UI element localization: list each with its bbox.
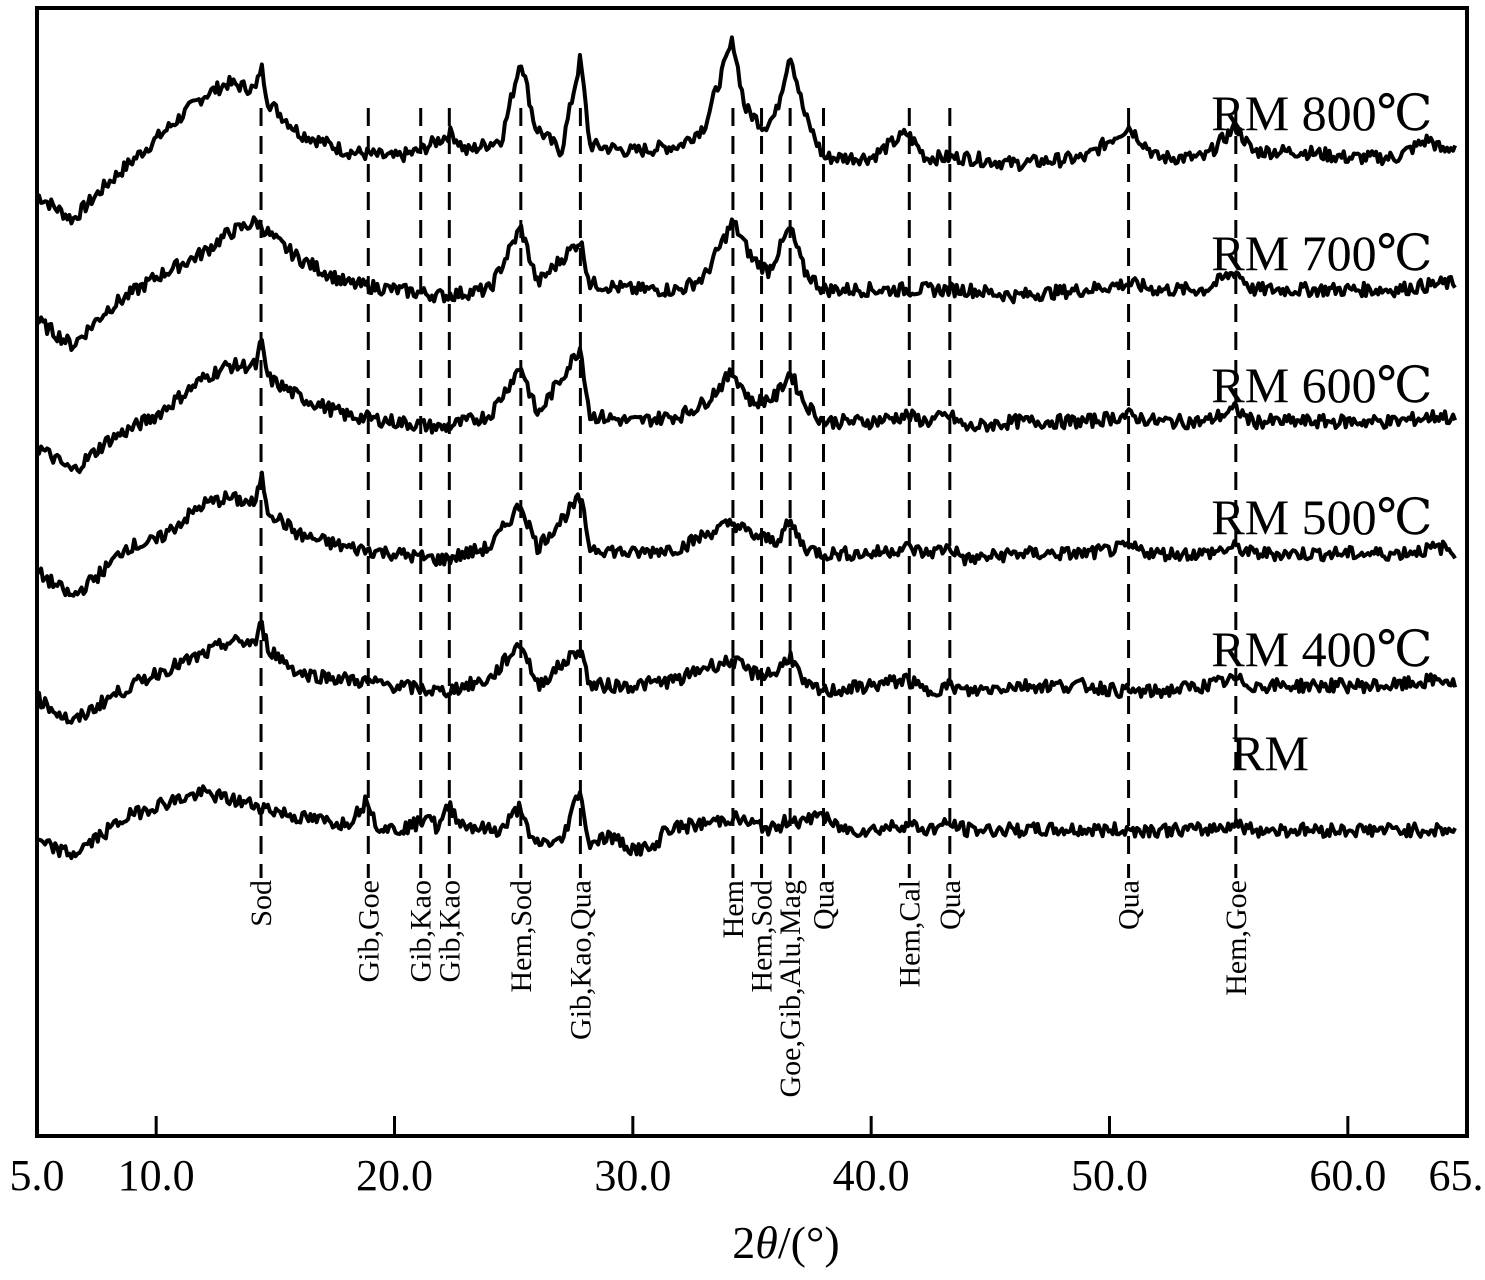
peak-marker-label: Goe,Gib,Alu,Mag	[774, 880, 807, 1097]
x-tick-label: 30.0	[594, 1151, 671, 1200]
series-label: RM 500℃	[1211, 489, 1432, 545]
x-tick-label: 50.0	[1071, 1151, 1148, 1200]
x-tick-label: 40.0	[833, 1151, 910, 1200]
x-tick-label: 5.0	[10, 1151, 65, 1200]
x-axis-title: 2θ/(°)	[732, 1217, 839, 1268]
peak-marker-label: Hem	[717, 880, 750, 938]
x-axis-title-symbol: θ	[755, 1217, 778, 1268]
x-tick-label: 20.0	[356, 1151, 433, 1200]
xrd-trace	[36, 784, 1457, 861]
peak-marker-label: Hem,Goe	[1220, 880, 1253, 996]
series-label: RM 600℃	[1211, 357, 1432, 413]
series-label: RM 700℃	[1211, 225, 1432, 281]
x-axis-ticks: 5.0 10.0 20.0 30.0 40.0 50.0 60.0 65.0	[10, 1116, 1485, 1200]
xrd-traces	[35, 35, 1458, 861]
series-label: RM 400℃	[1211, 621, 1432, 677]
peak-marker-label: Hem,Sod	[746, 880, 779, 993]
peak-marker-label: Hem,Cal	[893, 880, 926, 987]
xrd-trace	[35, 619, 1458, 725]
peak-marker-label: Qua	[1113, 880, 1146, 930]
series-labels: RM 800℃ RM 700℃ RM 600℃ RM 500℃ RM 400℃ RM	[1211, 85, 1432, 781]
peak-marker-label: Sod	[245, 880, 278, 927]
peak-marker-label: Gib,Kao	[433, 880, 466, 982]
xrd-trace	[36, 35, 1457, 226]
peak-marker-label: Gib,Goe	[352, 880, 385, 982]
peak-marker-lines	[259, 108, 1238, 878]
peak-marker-label: Qua	[808, 880, 841, 930]
peak-marker-label: Qua	[934, 880, 967, 930]
x-tick-label: 60.0	[1309, 1151, 1386, 1200]
x-axis-title-unit: /(°)	[778, 1217, 840, 1268]
xrd-trace	[35, 338, 1457, 475]
x-tick-label: 10.0	[118, 1151, 195, 1200]
x-axis-title-prefix: 2	[732, 1217, 755, 1268]
xrd-trace	[36, 470, 1457, 598]
peak-marker-label: Gib,Kao	[405, 880, 438, 982]
x-tick-label: 65.0	[1429, 1151, 1485, 1200]
peak-marker-label: Gib,Kao,Qua	[564, 880, 597, 1040]
series-label: RM	[1231, 725, 1309, 781]
xrd-trace	[36, 215, 1457, 352]
peak-marker-label: Hem,Sod	[505, 880, 538, 993]
series-label: RM 800℃	[1211, 85, 1432, 141]
